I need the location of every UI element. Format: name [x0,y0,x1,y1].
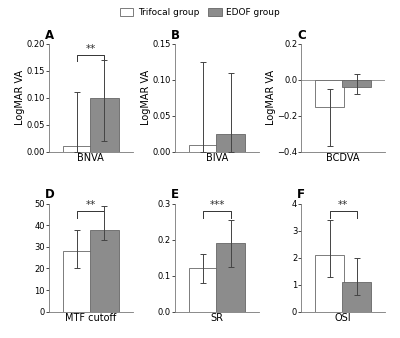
X-axis label: BCDVA: BCDVA [326,153,360,163]
X-axis label: SR: SR [210,313,224,323]
Text: C: C [297,29,306,42]
Bar [189,268,218,312]
Bar [342,80,372,87]
Text: B: B [171,29,180,42]
Text: E: E [171,189,179,201]
Bar [342,282,372,312]
Y-axis label: LogMAR VA: LogMAR VA [15,70,25,125]
Text: ***: *** [209,200,225,210]
Text: **: ** [86,44,96,54]
Text: A: A [45,29,54,42]
Bar [62,251,92,312]
Y-axis label: LogMAR VA: LogMAR VA [141,70,151,125]
Text: **: ** [338,200,348,210]
Bar [62,146,92,152]
X-axis label: OSI: OSI [335,313,352,323]
Bar [189,145,218,152]
Bar [216,243,245,312]
Text: D: D [45,189,54,201]
X-axis label: BNVA: BNVA [77,153,104,163]
Bar [216,134,245,152]
Text: F: F [297,189,305,201]
Bar [90,98,119,152]
Bar [315,80,344,107]
Legend: Trifocal group, EDOF group: Trifocal group, EDOF group [116,4,284,21]
X-axis label: MTF cutoff: MTF cutoff [65,313,116,323]
X-axis label: BIVA: BIVA [206,153,228,163]
Text: **: ** [86,200,96,210]
Y-axis label: LogMAR VA: LogMAR VA [266,70,276,125]
Bar [315,255,344,312]
Bar [90,230,119,312]
